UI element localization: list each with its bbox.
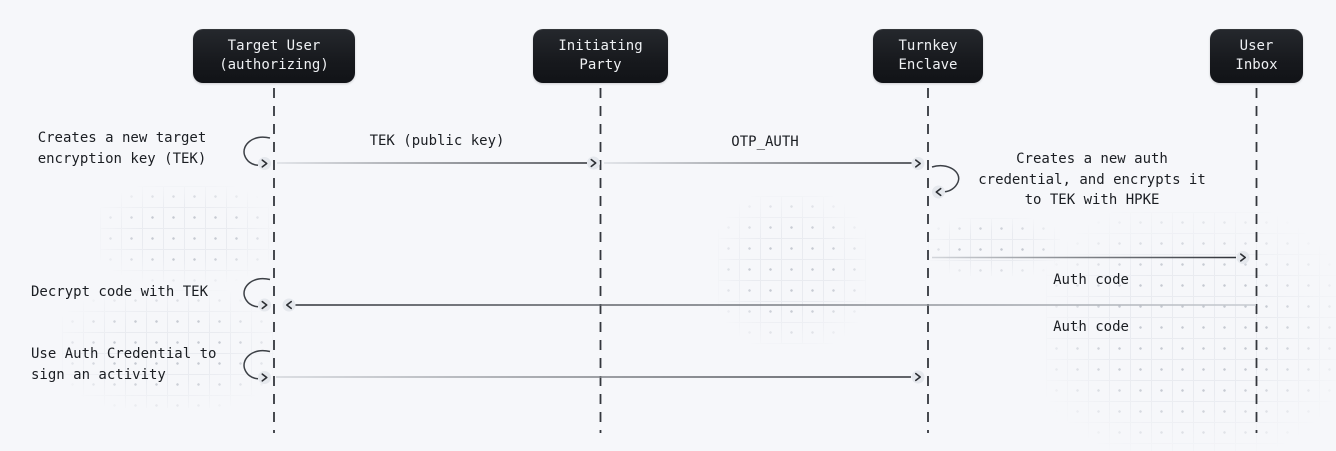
actor-label-line: Inbox	[1235, 57, 1278, 73]
note-line: Creates a new target	[37, 130, 207, 146]
grid-pattern-patch	[100, 186, 272, 282]
message-label-auth-code-to-inbox: Auth code	[1053, 272, 1129, 288]
grid-pattern-patch	[1046, 212, 1336, 451]
arrowhead-icon	[911, 157, 925, 170]
note-line: encryption key (TEK)	[37, 151, 207, 167]
note-create-credential: Creates a new auth credential, and encry…	[978, 149, 1206, 211]
arrowhead-icon	[258, 157, 271, 170]
note-line: credential, and encrypts it	[978, 171, 1206, 188]
arrowhead-icon	[258, 298, 271, 312]
grid-pattern-patch	[718, 196, 866, 344]
message-arrow-auth-code-to-inbox	[932, 251, 1250, 264]
message-arrow-otp-auth	[604, 157, 925, 170]
message-arrow-tek	[277, 156, 600, 170]
arrowhead-icon	[587, 156, 600, 170]
self-loop-create-credential	[931, 165, 960, 199]
arrowhead-icon	[932, 185, 945, 199]
self-loop-decrypt-code	[243, 277, 271, 312]
actor-initiating-party: Initiating Party	[533, 29, 668, 83]
actor-user-inbox: User Inbox	[1210, 29, 1303, 83]
note-line: to TEK with HPKE	[1024, 192, 1160, 208]
actor-target-user: Target User (authorizing)	[193, 29, 355, 83]
grid-pattern-patch	[62, 290, 274, 408]
actor-label-line: Enclave	[898, 57, 958, 73]
note-decrypt-code: Decrypt code with TEK	[31, 282, 208, 303]
actor-label-line: Initiating	[558, 38, 643, 54]
message-arrow-signed-activity	[276, 370, 925, 384]
note-line: Decrypt code with TEK	[31, 284, 209, 300]
actor-label-line: User	[1239, 38, 1274, 54]
note-line: sign an activity	[31, 367, 166, 383]
actor-label-line: Party	[579, 57, 622, 73]
note-line: Use Auth Credential to	[31, 346, 217, 362]
self-loop-create-tek	[243, 136, 271, 170]
actor-label-line: Turnkey	[898, 38, 958, 54]
grid-pattern-patch	[928, 218, 1060, 276]
actor-label-line: (authorizing)	[219, 57, 329, 73]
arrowhead-icon	[258, 371, 271, 384]
message-arrow-auth-code-to-user	[282, 298, 1256, 312]
actor-label-line: Target User	[227, 38, 321, 54]
message-label-auth-code-to-user: Auth code	[1053, 319, 1129, 335]
note-line: Creates a new auth	[1016, 151, 1168, 167]
message-label-tek: TEK (public key)	[369, 133, 505, 149]
arrowhead-icon	[1236, 251, 1250, 264]
note-create-tek: Creates a new target encryption key (TEK…	[33, 128, 211, 170]
message-label-otp-auth: OTP_AUTH	[731, 134, 799, 150]
arrowhead-icon	[282, 298, 296, 312]
arrowhead-icon	[911, 370, 925, 384]
note-sign-activity: Use Auth Credential to sign an activity	[31, 344, 216, 386]
self-loop-sign-activity	[243, 349, 271, 384]
actor-turnkey-enclave: Turnkey Enclave	[873, 29, 983, 83]
